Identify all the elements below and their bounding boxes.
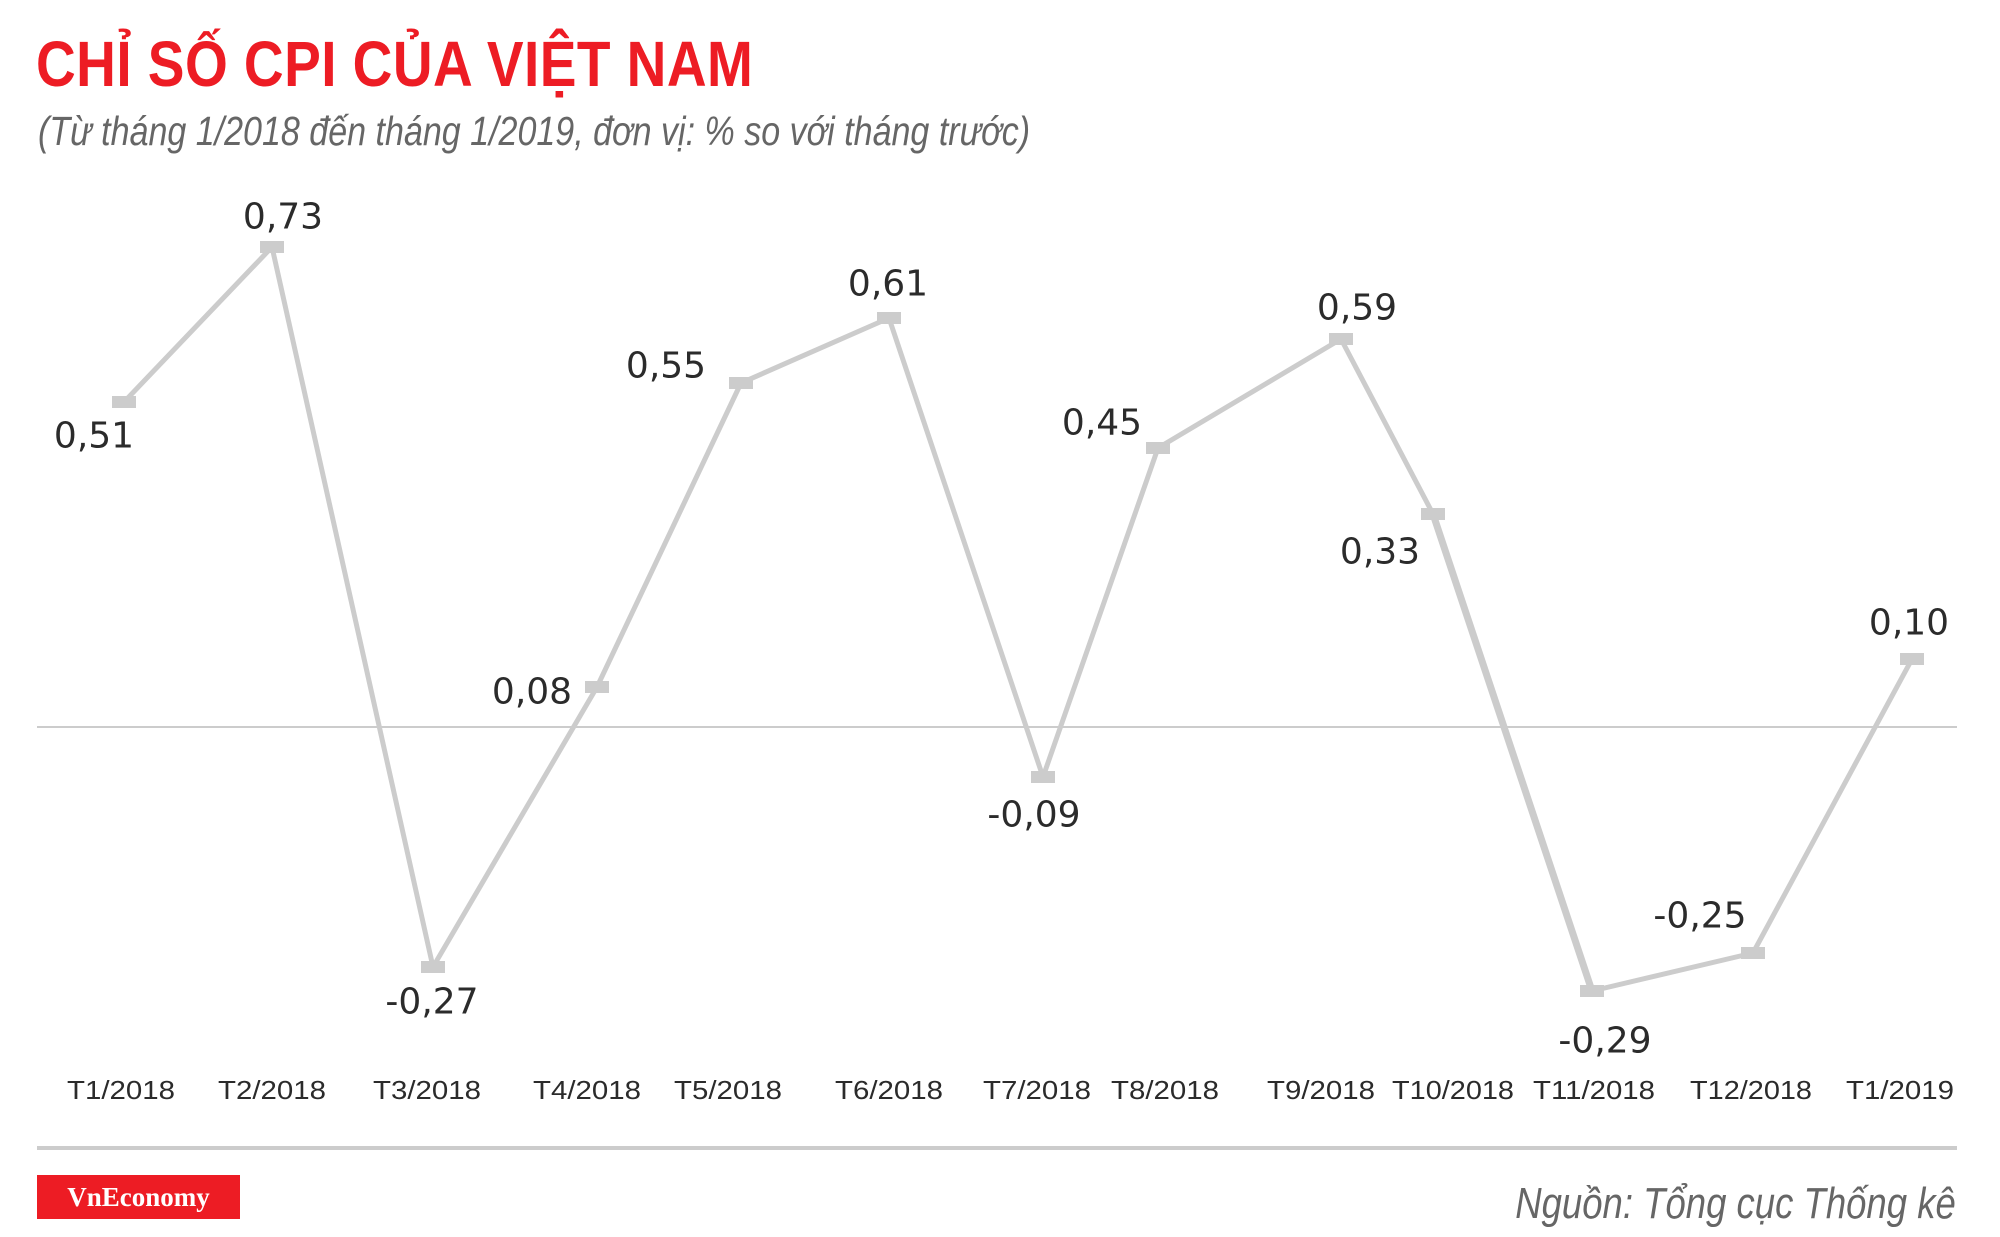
footer-divider	[37, 1146, 1957, 1150]
x-axis-label: T10/2018	[1392, 1075, 1514, 1105]
x-axis-label: T1/2018	[67, 1075, 175, 1105]
data-point-marker	[1900, 653, 1924, 665]
data-value-labels: 0,51 0,73 -0,27 0,08 0,55 0,61 -0,09 0,45 0,59 0,…	[54, 197, 1949, 1062]
series-segment	[1040, 445, 1161, 780]
series-segment	[1429, 510, 1596, 995]
series-segment	[121, 244, 275, 405]
cpi-series-line	[121, 244, 1915, 995]
data-value-label: 0,59	[1317, 288, 1397, 329]
logo-text: VnEconomy	[67, 1181, 210, 1212]
series-segment	[1750, 656, 1915, 956]
data-value-label: -0,09	[987, 795, 1080, 836]
data-point-marker	[877, 312, 901, 324]
x-axis-label: T9/2018	[1267, 1075, 1375, 1105]
data-value-label: 0,55	[626, 346, 706, 387]
series-segment	[1589, 950, 1756, 994]
data-value-label: -0,25	[1653, 896, 1746, 937]
data-point-markers	[112, 241, 1924, 997]
data-point-marker	[1741, 947, 1765, 959]
data-point-marker	[260, 241, 284, 253]
x-axis-label: T12/2018	[1690, 1075, 1812, 1105]
data-point-marker	[1421, 508, 1445, 520]
data-point-marker	[585, 681, 609, 693]
series-segment	[738, 315, 892, 386]
x-axis-label: T3/2018	[373, 1075, 481, 1105]
data-point-marker	[729, 377, 753, 389]
x-axis-label: T1/2019	[1846, 1075, 1954, 1105]
x-axis-label: T4/2018	[533, 1075, 641, 1105]
series-segment	[269, 244, 436, 970]
series-segment	[1338, 336, 1436, 517]
x-axis-label: T2/2018	[218, 1075, 326, 1105]
series-segment	[430, 684, 600, 970]
data-point-marker	[1580, 985, 1604, 997]
data-value-label: -0,27	[385, 982, 478, 1023]
data-value-label: 0,45	[1062, 403, 1142, 444]
data-point-marker	[1031, 771, 1055, 783]
data-value-label: 0,51	[54, 416, 134, 457]
data-value-label: 0,73	[243, 197, 323, 238]
data-value-label: -0,29	[1558, 1021, 1651, 1062]
x-axis-label: T11/2018	[1533, 1075, 1655, 1105]
data-value-label: 0,61	[848, 264, 928, 305]
data-value-label: 0,08	[492, 672, 572, 713]
x-axis-label: T8/2018	[1111, 1075, 1219, 1105]
source-note: Nguồn: Tổng cục Thống kê	[1515, 1179, 1956, 1228]
data-point-marker	[112, 396, 136, 408]
series-segment	[594, 380, 744, 690]
chart-title: CHỈ SỐ CPI CỦA VIỆT NAM	[36, 28, 754, 100]
data-value-label: 0,33	[1340, 532, 1420, 573]
data-point-marker	[1146, 442, 1170, 454]
x-axis-labels: T1/2018 T2/2018 T3/2018 T4/2018 T5/2018 T6/20…	[67, 1075, 1954, 1105]
series-segment	[886, 315, 1046, 780]
data-point-marker	[421, 961, 445, 973]
data-point-marker	[1329, 333, 1353, 345]
chart-subtitle: (Từ tháng 1/2018 đến tháng 1/2019, đơn v…	[38, 108, 1031, 154]
x-axis-label: T6/2018	[835, 1075, 943, 1105]
x-axis-label: T5/2018	[674, 1075, 782, 1105]
series-segment	[1155, 336, 1344, 451]
vneconomy-logo: VnEconomy	[37, 1175, 240, 1219]
data-value-label: 0,10	[1869, 603, 1949, 644]
x-axis-label: T7/2018	[983, 1075, 1091, 1105]
